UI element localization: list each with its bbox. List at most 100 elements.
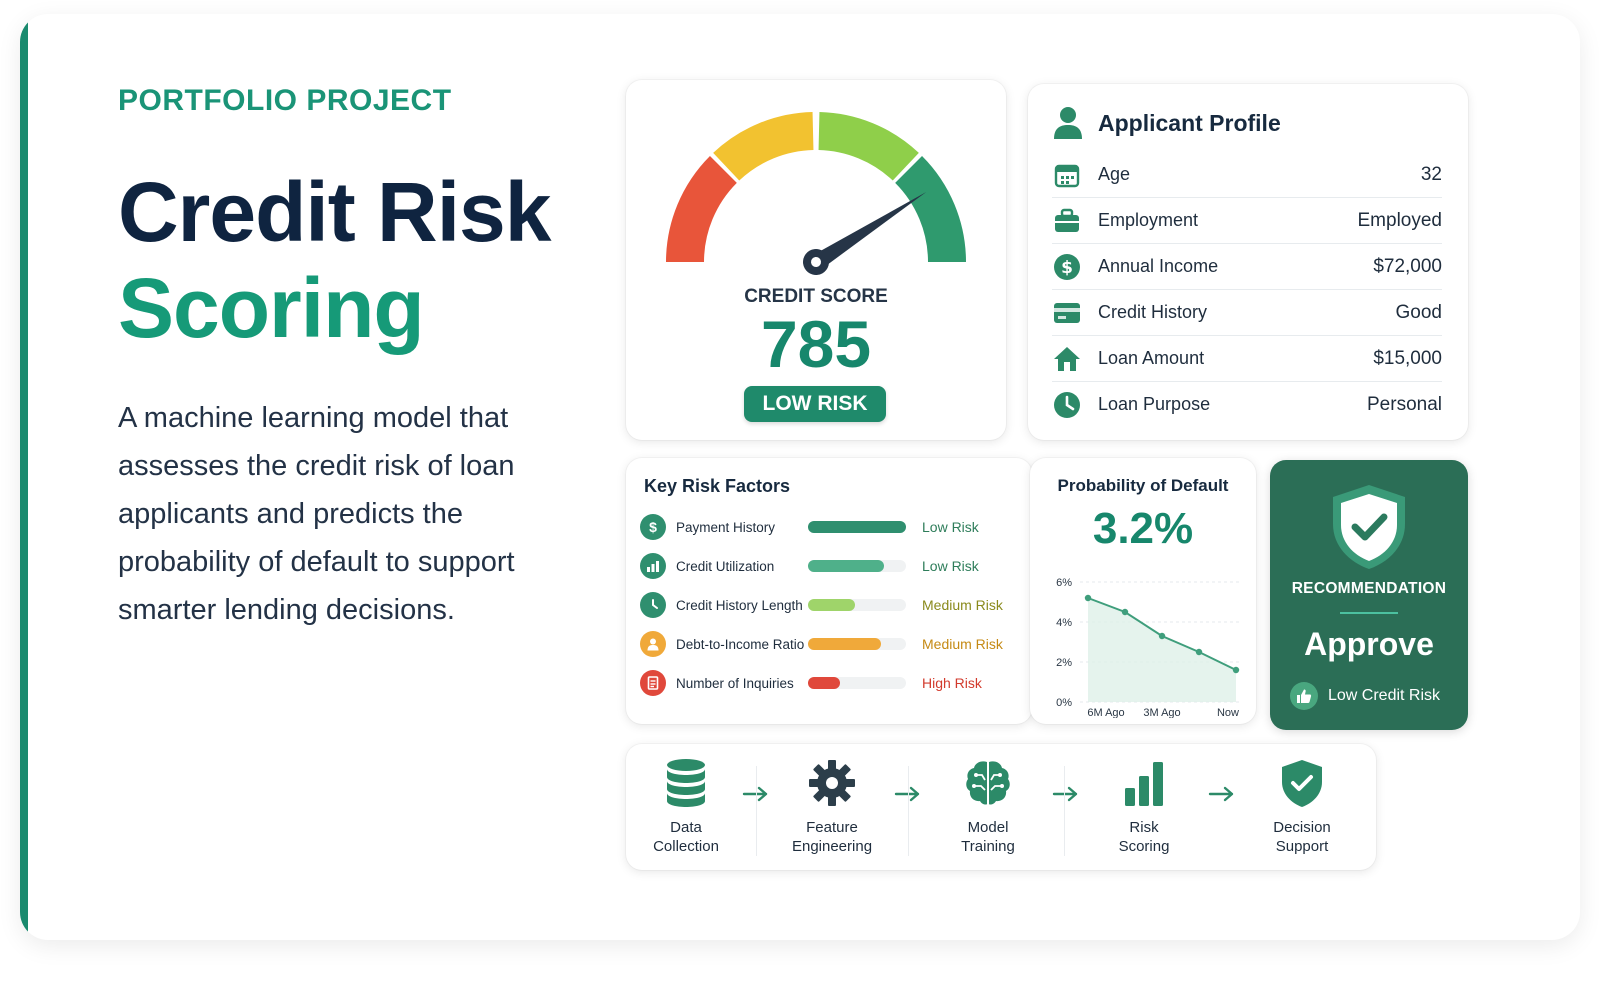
credit-score-gauge [666,112,966,275]
page-title-line1: Credit Risk [118,165,551,259]
pipeline-card: Data Collection Feature Engineerin [626,744,1376,870]
factor-level: High Risk [922,675,982,691]
step-label: Risk Scoring [1118,819,1170,855]
data-point [1195,648,1203,656]
factor-name: Credit History Length [676,597,803,613]
dollar-icon: $ [1052,252,1082,282]
factor-bar-fill [808,677,841,689]
shield-check-icon [1333,485,1405,569]
profile-value: Good [1395,301,1442,323]
recommendation-sub-text: Low Credit Risk [1328,687,1441,704]
x-tick-label: Now [1217,707,1239,718]
y-tick-label: 0% [1056,697,1072,709]
hero-section: PORTFOLIO PROJECT Credit Risk Scoring A … [118,84,588,634]
gauge-needle [803,192,927,275]
profile-value: $15,000 [1373,347,1442,369]
shield-check-icon [1282,760,1322,807]
probability-value: 3.2% [1092,504,1194,553]
arrow-right-icon [1208,786,1234,802]
eyebrow: PORTFOLIO PROJECT [118,84,452,117]
x-tick-label: 3M Ago [1143,707,1180,718]
brain-icon [966,761,1010,805]
y-tick-label: 2% [1056,657,1072,669]
step-label: Data Collection [653,819,719,855]
profile-label: Loan Amount [1098,348,1205,368]
recommendation-label: RECOMMENDATION [1291,580,1447,597]
data-point [1121,608,1129,616]
accent-bar [20,14,28,940]
factor-name: Payment History [676,519,776,535]
probability-of-default-card: Probability of Default 3.2% 6% 4% 2% 0% 6M A… [1030,458,1256,724]
profile-value: 32 [1420,163,1442,185]
factor-bar-track [808,677,906,689]
pipeline-step-risk-scoring: Risk Scoring [1084,758,1204,856]
factor-level: Low Risk [922,519,979,535]
credit-score-label: CREDIT SCORE [744,286,888,307]
step-label: Feature Engineering [791,819,873,855]
calendar-icon [1052,160,1082,190]
recommendation-decision: Approve [1304,626,1434,662]
profile-value: $72,000 [1373,255,1442,277]
divider [756,766,757,856]
person-icon [640,631,666,657]
gauge-segment-yellow [713,112,814,181]
credit-score-value: 785 [760,307,872,381]
data-point [1158,632,1166,640]
profile-label: Loan Purpose [1098,394,1211,414]
profile-title: Applicant Profile [1098,109,1281,136]
factor-bar-fill [808,560,885,572]
probability-trend-chart: 6% 4% 2% 0% 6M Ago 3M Ago Now [1056,577,1242,718]
probability-title: Probability of Default [1057,476,1229,495]
profile-value: Employed [1357,209,1443,231]
document-icon [640,670,666,696]
profile-row-credit-history: Credit History Good [1052,290,1442,336]
applicant-profile-card: Applicant Profile Age 32 Employment Empl… [1028,84,1468,440]
pipeline-step-feature-engineering: Feature Engineering [772,758,892,856]
factor-level: Medium Risk [922,636,1003,652]
briefcase-icon [1052,206,1082,236]
profile-row-employment: Employment Employed [1052,198,1442,244]
factor-name: Number of Inquiries [676,675,794,691]
svg-text:$: $ [1061,258,1073,278]
recommendation-sub: Low Credit Risk [1290,682,1458,710]
pipeline-step-model-training: Model Training [928,758,1048,856]
slide-frame: PORTFOLIO PROJECT Credit Risk Scoring A … [20,14,1580,940]
profile-label: Employment [1098,210,1199,230]
factor-row: Credit History Length Medium Risk [640,590,1022,620]
data-point [1232,666,1240,674]
factor-name: Credit Utilization [676,558,775,574]
profile-row-loan-amount: Loan Amount $15,000 [1052,336,1442,382]
gauge-segment-green [894,155,966,263]
factor-bar-track [808,521,906,533]
factors-title: Key Risk Factors [644,476,791,496]
arrow-right-icon [742,786,768,802]
page-title-line2: Scoring [118,261,425,355]
y-tick-label: 6% [1056,577,1072,589]
step-label: Model Training [961,819,1015,855]
thumbs-up-icon [1290,682,1318,710]
home-icon [1052,344,1082,374]
profile-row-income: $ Annual Income $72,000 [1052,244,1442,290]
divider [1064,766,1065,856]
database-icon [667,759,705,807]
data-point [1084,594,1092,602]
factor-row: Number of Inquiries High Risk [640,668,1022,698]
gear-icon [809,760,855,806]
bar-chart-icon [640,553,666,579]
factor-bar-track [808,599,906,611]
profile-value: Personal [1367,393,1442,415]
pipeline-step-data-collection: Data Collection [626,758,746,856]
divider [908,766,909,856]
key-risk-factors-card: Key Risk Factors $ Payment History Low R… [626,458,1032,724]
divider [1340,612,1398,614]
profile-label: Age [1098,164,1131,184]
factor-row: Credit Utilization Low Risk [640,551,1022,581]
factor-level: Low Risk [922,558,979,574]
factor-row: $ Payment History Low Risk [640,512,1022,542]
profile-row-age: Age 32 [1052,152,1442,198]
credit-score-card: CREDIT SCORE 785 LOW RISK [626,80,1006,440]
arrow-right-icon [1052,786,1078,802]
pipeline-step-decision-support: Decision Support [1242,758,1362,856]
credit-card-icon [1052,298,1082,328]
profile-row-loan-purpose: Loan Purpose Personal [1052,382,1442,427]
